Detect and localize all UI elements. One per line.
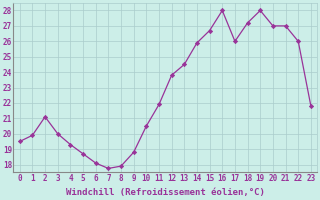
X-axis label: Windchill (Refroidissement éolien,°C): Windchill (Refroidissement éolien,°C)	[66, 188, 265, 197]
